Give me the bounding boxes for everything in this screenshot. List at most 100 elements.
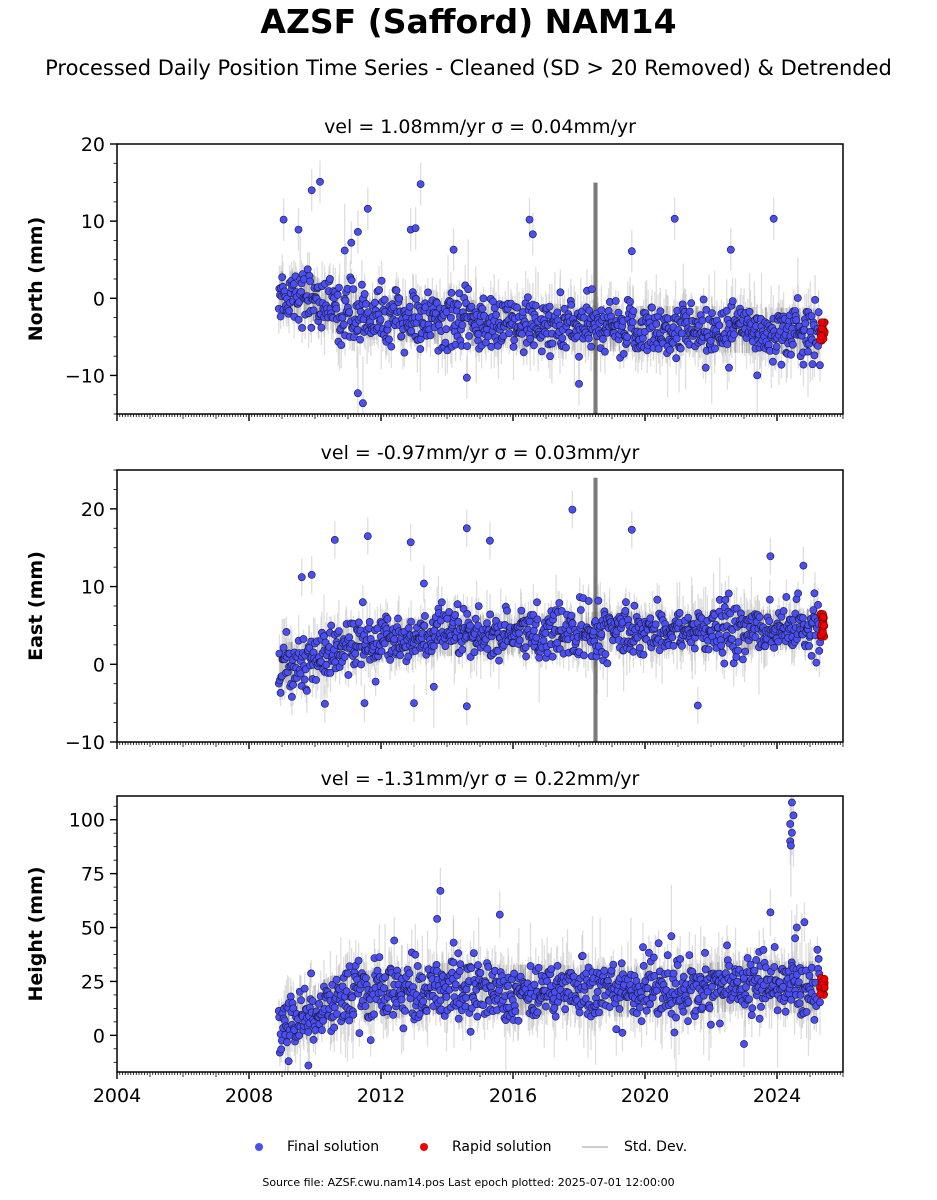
final-point — [672, 354, 681, 363]
rapid-solution-points — [816, 609, 829, 641]
final-point — [548, 339, 557, 348]
std-dev-bars — [278, 796, 821, 1072]
final-point — [639, 334, 647, 343]
final-point — [309, 306, 318, 315]
final-point — [429, 682, 438, 691]
final-point — [410, 699, 418, 707]
final-point — [715, 321, 724, 330]
final-point — [788, 340, 797, 349]
final-point — [676, 344, 685, 353]
plot-area — [274, 160, 829, 414]
y-tick-label: 20 — [81, 499, 105, 521]
panel-height: 2004 2008 2012 2016 2020 20240255075100Height… — [25, 768, 844, 1107]
final-point — [801, 319, 810, 328]
final-point — [515, 636, 524, 645]
y-axis-label: East (mm) — [25, 551, 47, 661]
final-point — [437, 598, 446, 607]
final-point — [363, 532, 372, 540]
final-point — [492, 310, 500, 319]
final-point — [347, 238, 356, 247]
final-point — [627, 247, 636, 256]
y-tick-label: 10 — [81, 211, 105, 233]
final-point — [353, 325, 362, 334]
final-point — [396, 651, 405, 660]
final-point — [312, 676, 320, 684]
final-point — [772, 342, 781, 351]
final-point — [349, 285, 358, 293]
final-point — [721, 596, 730, 604]
final-point — [553, 308, 562, 317]
final-point — [365, 618, 374, 626]
final-point — [458, 321, 467, 329]
final-point — [726, 245, 735, 254]
final-point — [505, 329, 514, 338]
final-point — [344, 671, 353, 679]
final-point — [276, 312, 285, 321]
final-point — [282, 628, 291, 636]
final-point — [732, 653, 741, 661]
final-point — [557, 607, 566, 615]
final-point — [619, 349, 628, 358]
final-point — [451, 611, 459, 619]
final-point — [442, 325, 451, 334]
final-point — [646, 614, 655, 623]
final-point — [363, 204, 372, 213]
final-point — [458, 645, 467, 654]
final-point — [584, 597, 593, 605]
final-point — [611, 297, 620, 305]
final-point — [441, 642, 450, 650]
final-point — [380, 295, 389, 304]
final-point — [627, 525, 636, 534]
final-point — [430, 642, 438, 650]
final-point — [515, 629, 523, 638]
final-point — [380, 639, 389, 648]
x-axis-ticks — [116, 742, 844, 749]
rapid-solution-points — [816, 318, 829, 345]
final-point — [538, 347, 546, 356]
final-point — [362, 299, 370, 308]
final-point — [478, 304, 487, 313]
final-point — [289, 680, 297, 689]
final-point — [653, 595, 662, 604]
final-point — [377, 647, 386, 656]
final-point — [810, 351, 819, 360]
final-point — [307, 571, 316, 579]
final-point — [814, 308, 823, 317]
rapid-point — [817, 332, 826, 340]
final-point — [322, 660, 331, 669]
final-point — [307, 186, 316, 195]
final-point — [357, 660, 366, 669]
final-point — [306, 277, 314, 286]
y-axis-ticks — [110, 143, 117, 415]
final-point — [325, 274, 334, 283]
final-point — [678, 642, 686, 650]
final-point — [383, 615, 392, 623]
final-point — [345, 308, 354, 317]
final-point — [807, 312, 816, 320]
final-point — [765, 617, 774, 625]
final-point — [699, 295, 708, 304]
final-point — [546, 352, 554, 361]
final-point — [698, 316, 707, 325]
final-point — [734, 646, 742, 655]
final-point — [687, 299, 696, 308]
final-point — [474, 602, 483, 610]
final-point — [814, 601, 822, 609]
final-point — [770, 644, 778, 652]
rapid-point — [819, 628, 827, 637]
final-point — [782, 593, 791, 601]
final-point — [360, 699, 369, 707]
final-point — [376, 315, 385, 324]
final-point — [392, 286, 401, 295]
final-point — [486, 610, 494, 619]
final-point — [804, 347, 812, 356]
final-point — [741, 647, 750, 656]
final-point — [597, 306, 606, 315]
panel-title: vel = 1.08mm/yr σ = 0.04mm/yr — [324, 116, 636, 138]
final-point — [463, 610, 472, 618]
final-point — [584, 334, 593, 343]
final-point — [394, 614, 402, 623]
final-point — [532, 633, 541, 642]
final-point — [517, 606, 526, 615]
final-point — [358, 399, 367, 408]
